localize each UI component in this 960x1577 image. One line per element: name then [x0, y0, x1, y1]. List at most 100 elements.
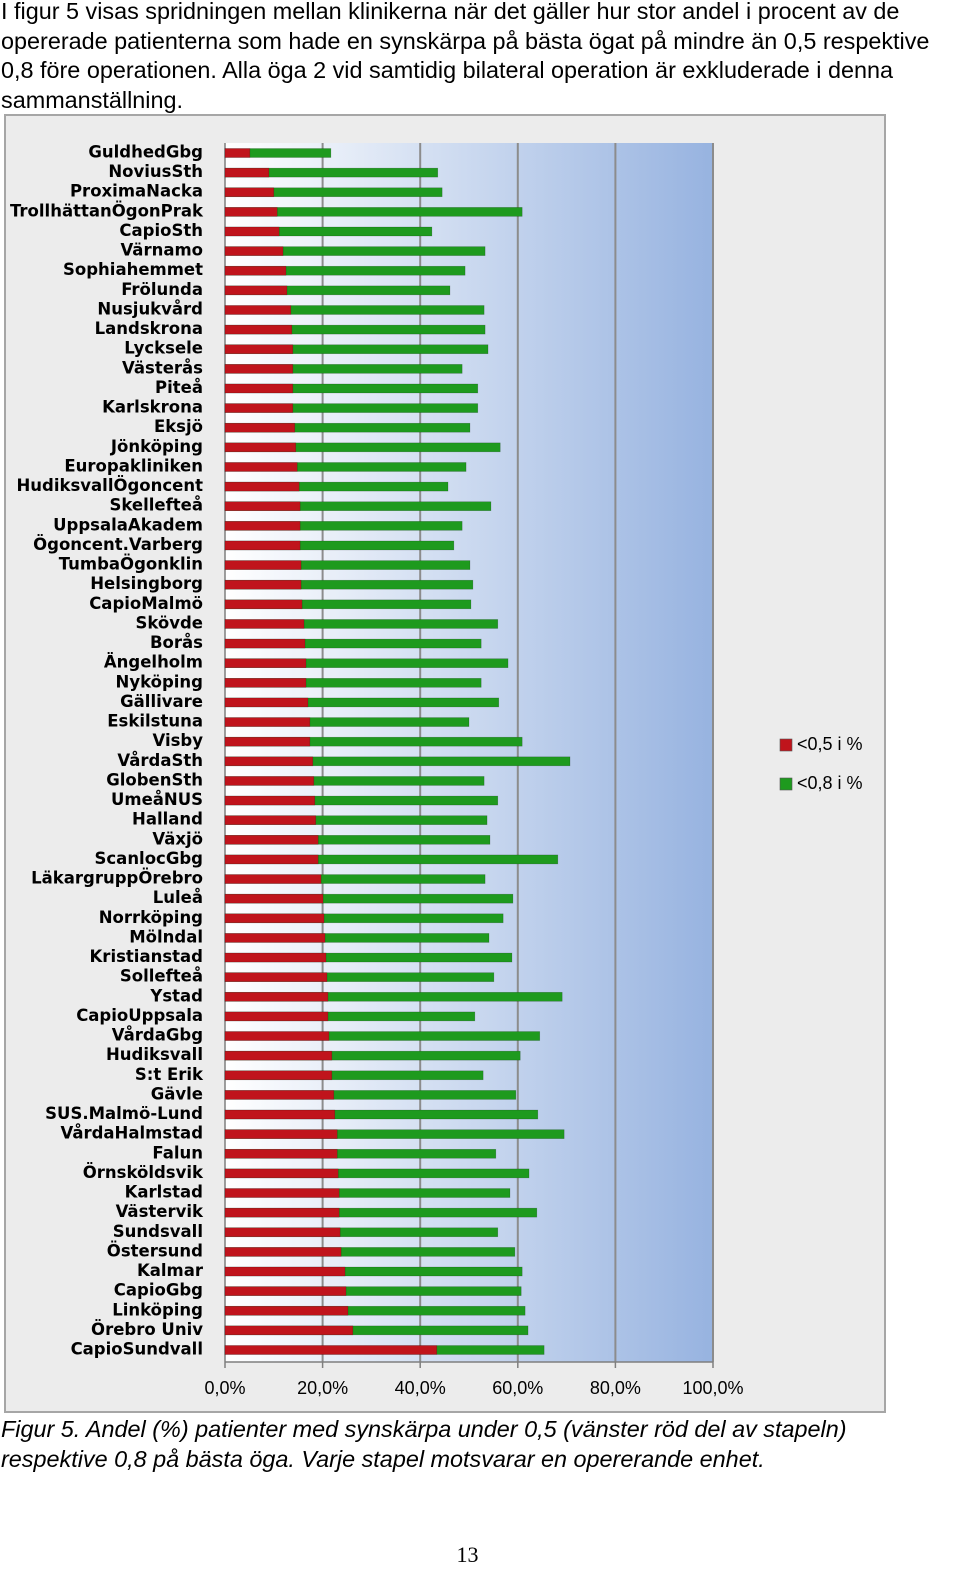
bar: [224, 835, 319, 845]
y-tick-label: Helsingborg: [90, 574, 203, 593]
bar: [224, 1227, 341, 1238]
y-tick-label: Luleå: [153, 888, 203, 907]
bar: [224, 736, 311, 747]
bar: [224, 422, 296, 433]
y-tick-label: Piteå: [155, 378, 203, 397]
y-tick-label: Mölndal: [129, 927, 203, 946]
bar: [224, 1129, 338, 1139]
y-tick-label: Karlstad: [125, 1183, 203, 1202]
bar: [224, 403, 294, 413]
bar: [224, 815, 317, 825]
y-tick-label: Kristianstad: [90, 947, 203, 966]
y-tick-label: Skövde: [135, 613, 203, 632]
y-tick-label: Skellefteå: [110, 496, 204, 515]
y-tick-label: VårdaHalmstad: [60, 1124, 203, 1143]
bar: [224, 1109, 336, 1120]
bar: [224, 893, 324, 904]
y-tick-label: Ystad: [149, 986, 203, 1005]
y-tick-label: CapioUppsala: [76, 1006, 203, 1025]
y-tick-label: ProximaNacka: [70, 182, 203, 201]
y-tick-label: Sollefteå: [120, 967, 203, 986]
bar: [224, 933, 326, 943]
x-tick-label: 0,0%: [204, 1378, 245, 1398]
bar: [224, 1207, 340, 1218]
bar: [224, 854, 319, 865]
bar: [224, 952, 327, 963]
y-tick-label: S:t Erik: [135, 1065, 204, 1084]
caption: Figur 5. Andel (%) patienter med synskär…: [1, 1416, 847, 1472]
bar: [224, 246, 284, 256]
bar: [224, 305, 292, 315]
y-tick-label: Östersund: [107, 1241, 203, 1260]
y-tick-label: Eksjö: [154, 417, 203, 436]
bar: [224, 167, 270, 178]
y-tick-label: Ögoncent.Varberg: [33, 535, 203, 554]
y-tick-label: CapioGbg: [114, 1281, 203, 1300]
y-tick-label: GlobenSth: [106, 770, 203, 789]
bar: [224, 383, 294, 394]
y-tick-label: Västervik: [116, 1202, 204, 1221]
bar: [224, 972, 328, 982]
y-tick-label: Sophiahemmet: [63, 260, 203, 279]
y-tick-label: Linköping: [112, 1300, 203, 1319]
bar: [224, 717, 311, 727]
y-tick-label: VårdaSth: [117, 751, 203, 770]
bar: [224, 619, 305, 629]
bar: [224, 364, 294, 374]
y-tick-label: CapioMalmö: [89, 594, 203, 613]
bar: [224, 462, 298, 472]
bar: [224, 324, 293, 335]
bar: [224, 638, 306, 649]
bar: [224, 678, 307, 688]
bar: [224, 1090, 335, 1100]
y-tick-label: Nyköping: [116, 672, 203, 691]
bar: [224, 521, 301, 531]
y-tick-label: UmeåNUS: [111, 790, 203, 809]
y-tick-label: Gävle: [151, 1084, 203, 1103]
paragraph: I figur 5 visas spridningen mellan klini…: [1, 0, 930, 113]
bar: [224, 442, 297, 453]
bar: [224, 148, 251, 158]
y-tick-label: NoviusSth: [108, 162, 203, 181]
bar: [224, 1345, 438, 1355]
y-tick-label: Ängelholm: [104, 653, 203, 672]
bar: [224, 207, 278, 217]
bar: [224, 187, 275, 198]
bar: [224, 991, 329, 1002]
y-tick-label: Örebro Univ: [91, 1320, 203, 1339]
y-tick-label: Europakliniken: [64, 456, 203, 475]
bar: [224, 1148, 338, 1159]
bar: [224, 697, 309, 708]
x-tick-label: 40,0%: [395, 1378, 446, 1398]
y-tick-label: Eskilstuna: [107, 712, 203, 731]
y-tick-label: TrollhättanÖgonPrak: [10, 201, 204, 220]
y-tick-label: GuldhedGbg: [88, 143, 203, 162]
x-tick-label: 20,0%: [297, 1378, 348, 1398]
y-tick-label: Norrköping: [99, 908, 203, 927]
y-tick-label: UppsalaAkadem: [53, 515, 203, 534]
legend-label: <0,5 i %: [797, 734, 863, 754]
bar: [224, 265, 287, 276]
bar: [224, 1070, 333, 1081]
y-tick-label: CapioSth: [119, 221, 203, 240]
y-tick-label: Hudiksvall: [106, 1045, 203, 1064]
bar: [224, 1050, 333, 1061]
y-tick-label: Halland: [132, 810, 203, 829]
y-tick-label: LäkargruppÖrebro: [31, 869, 203, 888]
y-tick-label: Landskrona: [95, 319, 203, 338]
y-tick-label: Visby: [152, 731, 203, 750]
page-number: 13: [456, 1542, 479, 1567]
legend-swatch: [779, 738, 793, 752]
bar: [224, 1266, 346, 1277]
bar: [224, 874, 322, 884]
y-tick-label: Gällivare: [120, 692, 203, 711]
y-tick-label: Falun: [152, 1143, 203, 1162]
bar: [224, 1325, 354, 1336]
bar: [224, 658, 307, 668]
y-tick-label: Kalmar: [137, 1261, 204, 1280]
bar: [224, 1188, 340, 1198]
bar: [224, 579, 302, 590]
